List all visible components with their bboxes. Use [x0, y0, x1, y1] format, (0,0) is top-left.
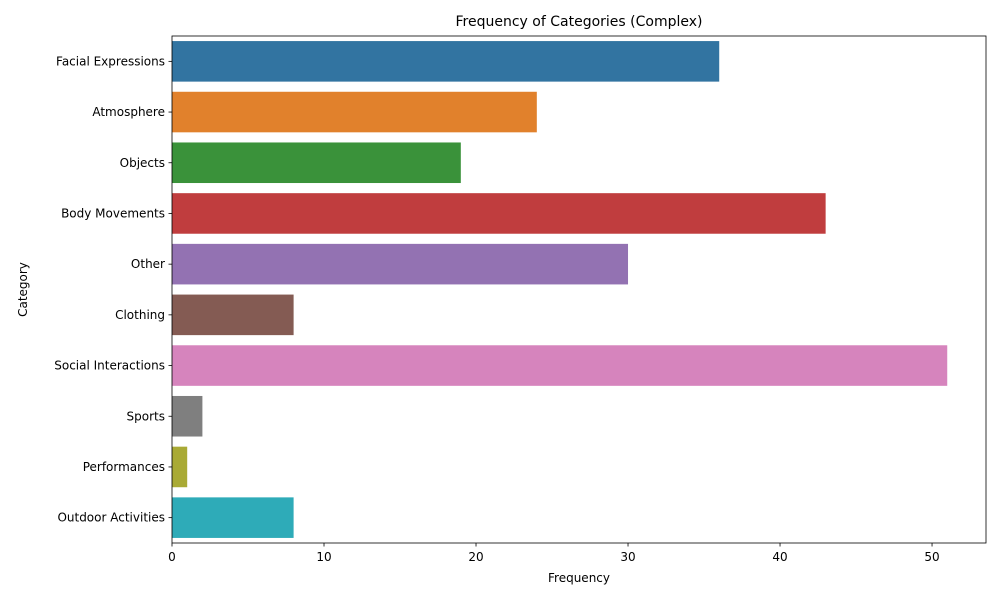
- plot-frame: [171, 35, 987, 544]
- bars-layer: [172, 41, 948, 538]
- y-tick-label: Clothing: [115, 308, 165, 322]
- bar-body-movements: [172, 193, 826, 234]
- y-tick-label: Other: [131, 257, 165, 271]
- chart-title: Frequency of Categories (Complex): [456, 14, 703, 30]
- y-tick-label: Facial Expressions: [56, 54, 165, 68]
- bar-objects: [172, 142, 461, 184]
- y-axis-label: Category: [16, 262, 30, 317]
- bar-clothing: [172, 294, 294, 336]
- bar-outdoor-activities: [172, 497, 294, 538]
- bar-performances: [172, 446, 188, 488]
- bar-sports: [172, 395, 203, 437]
- x-tick-label: 10: [316, 550, 331, 564]
- y-tick-label: Objects: [120, 156, 165, 170]
- y-tick-label: Atmosphere: [92, 105, 165, 119]
- x-axis-ticks: 0 10 20 30 40 50: [168, 543, 940, 564]
- bar-facial-expressions: [172, 41, 720, 82]
- y-tick-label: Body Movements: [61, 206, 165, 220]
- bar-other: [172, 243, 629, 285]
- bar-social-interactions: [172, 345, 948, 386]
- x-axis-label: Frequency: [548, 571, 610, 585]
- y-tick-label: Outdoor Activities: [57, 511, 165, 525]
- x-tick-label: 40: [772, 550, 787, 564]
- bar-atmosphere: [172, 91, 537, 133]
- x-tick-label: 0: [168, 550, 176, 564]
- y-tick-label: Performances: [83, 460, 165, 474]
- x-tick-label: 20: [468, 550, 483, 564]
- y-tick-label: Social Interactions: [54, 359, 165, 373]
- x-tick-label: 30: [620, 550, 635, 564]
- y-axis-ticks: Facial Expressions Atmosphere Objects Body …: [54, 54, 172, 525]
- y-tick-label: Sports: [127, 409, 165, 423]
- x-tick-label: 50: [924, 550, 939, 564]
